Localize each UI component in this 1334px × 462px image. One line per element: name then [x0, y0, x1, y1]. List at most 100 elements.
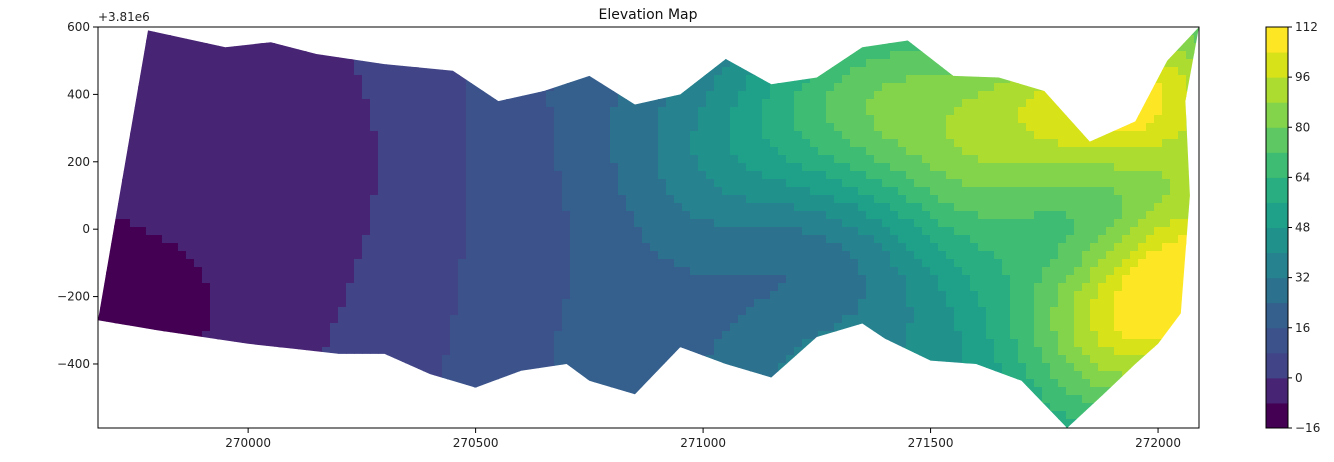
- contour-cell: [170, 403, 179, 412]
- contour-cell: [418, 219, 427, 228]
- contour-cell: [394, 275, 403, 284]
- contour-cell: [730, 371, 739, 380]
- contour-cell: [178, 379, 187, 388]
- contour-cell: [634, 51, 643, 60]
- contour-cell: [586, 315, 595, 324]
- contour-cell: [138, 99, 147, 108]
- contour-cell: [274, 347, 283, 356]
- contour-cell: [426, 403, 435, 412]
- contour-cell: [234, 131, 243, 140]
- contour-cell: [538, 147, 547, 156]
- contour-cell: [570, 179, 579, 188]
- contour-cell: [754, 275, 763, 284]
- contour-cell: [858, 171, 867, 180]
- contour-cell: [690, 195, 699, 204]
- contour-cell: [282, 275, 291, 284]
- contour-cell: [746, 403, 755, 412]
- contour-cell: [866, 275, 875, 284]
- contour-cell: [658, 387, 667, 396]
- contour-cell: [610, 123, 619, 132]
- contour-cell: [754, 299, 763, 308]
- contour-cell: [706, 115, 715, 124]
- contour-cell: [714, 275, 723, 284]
- contour-cell: [522, 331, 531, 340]
- contour-cell: [850, 91, 859, 100]
- contour-cell: [330, 91, 339, 100]
- contour-cell: [570, 419, 579, 428]
- contour-cell: [354, 163, 363, 172]
- contour-cell: [386, 395, 395, 404]
- contour-cell: [842, 379, 851, 388]
- contour-cell: [98, 379, 107, 388]
- contour-cell: [634, 259, 643, 268]
- contour-cell: [850, 155, 859, 164]
- contour-cell: [498, 283, 507, 292]
- contour-cell: [474, 115, 483, 124]
- contour-cell: [682, 155, 691, 164]
- contour-cell: [546, 379, 555, 388]
- contour-cell: [602, 347, 611, 356]
- contour-cell: [378, 67, 387, 76]
- contour-cell: [338, 91, 347, 100]
- contour-cell: [306, 43, 315, 52]
- contour-cell: [170, 419, 179, 428]
- contour-cell: [570, 387, 579, 396]
- contour-cell: [490, 35, 499, 44]
- contour-cell: [170, 115, 179, 124]
- contour-cell: [762, 315, 771, 324]
- contour-cell: [698, 211, 707, 220]
- contour-cell: [586, 363, 595, 372]
- contour-cell: [586, 195, 595, 204]
- contour-cell: [386, 155, 395, 164]
- contour-cell: [802, 347, 811, 356]
- contour-cell: [418, 187, 427, 196]
- contour-cell: [194, 179, 203, 188]
- contour-cell: [618, 283, 627, 292]
- contour-cell: [434, 211, 443, 220]
- contour-cell: [434, 155, 443, 164]
- contour-cell: [202, 307, 211, 316]
- contour-cell: [618, 99, 627, 108]
- contour-cell: [666, 27, 675, 36]
- contour-cell: [130, 219, 139, 228]
- contour-cell: [498, 171, 507, 180]
- contour-cell: [354, 227, 363, 236]
- contour-cell: [810, 131, 819, 140]
- contour-cell: [386, 203, 395, 212]
- contour-cell: [362, 211, 371, 220]
- contour-cell: [666, 43, 675, 52]
- contour-cell: [138, 307, 147, 316]
- contour-cell: [242, 299, 251, 308]
- contour-cell: [266, 235, 275, 244]
- contour-cell: [450, 299, 459, 308]
- contour-cell: [794, 203, 803, 212]
- contour-cell: [138, 155, 147, 164]
- contour-cell: [610, 83, 619, 92]
- contour-cell: [570, 155, 579, 164]
- contour-cell: [402, 315, 411, 324]
- contour-cell: [178, 59, 187, 68]
- contour-cell: [154, 411, 163, 420]
- contour-cell: [658, 299, 667, 308]
- contour-cell: [754, 35, 763, 44]
- contour-cell: [546, 283, 555, 292]
- contour-cell: [626, 363, 635, 372]
- contour-cell: [114, 331, 123, 340]
- contour-cell: [666, 203, 675, 212]
- contour-cell: [562, 35, 571, 44]
- contour-cell: [210, 379, 219, 388]
- contour-cell: [762, 171, 771, 180]
- contour-cell: [490, 291, 499, 300]
- contour-cell: [706, 355, 715, 364]
- contour-cell: [130, 235, 139, 244]
- contour-cell: [122, 299, 131, 308]
- contour-cell: [642, 363, 651, 372]
- contour-cell: [426, 67, 435, 76]
- contour-cell: [274, 259, 283, 268]
- contour-cell: [482, 171, 491, 180]
- contour-cell: [706, 251, 715, 260]
- contour-cell: [242, 379, 251, 388]
- contour-cell: [290, 267, 299, 276]
- contour-cell: [698, 347, 707, 356]
- contour-cell: [298, 107, 307, 116]
